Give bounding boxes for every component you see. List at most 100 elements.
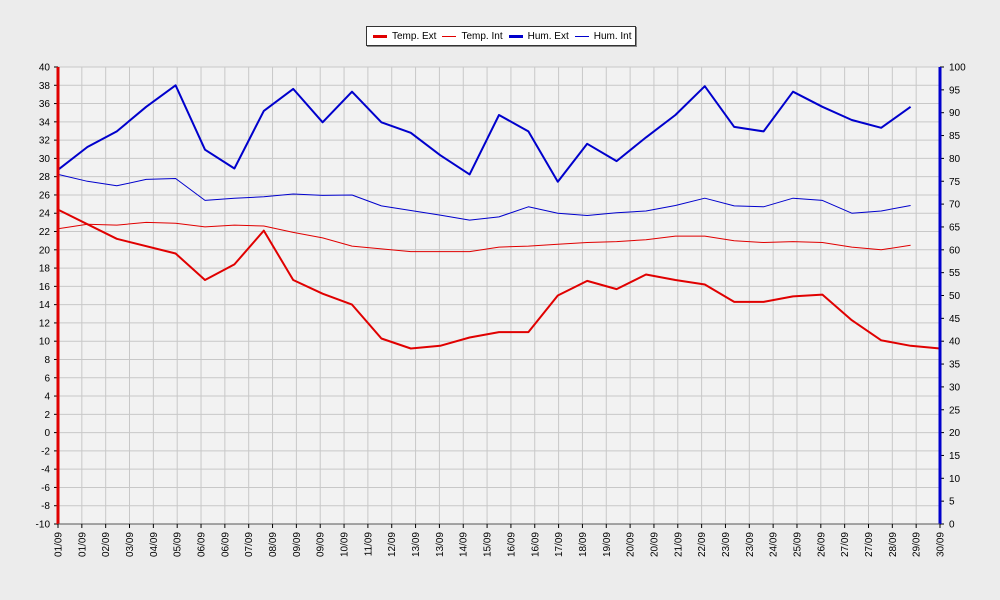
y-left-tick-label: 36: [39, 99, 51, 110]
y-left-tick-label: 18: [39, 264, 51, 275]
legend-label: Temp. Int: [461, 30, 503, 42]
y-left-tick-label: 14: [39, 300, 51, 311]
legend-item: Hum. Int: [574, 30, 632, 42]
x-tick-label: 29/09: [912, 532, 923, 557]
x-tick-label: 06/09: [197, 532, 208, 557]
y-left-tick-label: 10: [39, 337, 51, 348]
y-axis-right-labels: 1009590858075706560555045403530252015105…: [949, 63, 966, 531]
x-tick-label: 25/09: [792, 532, 803, 557]
x-tick-label: 24/09: [769, 532, 780, 557]
y-left-tick-label: -2: [41, 446, 50, 457]
y-left-tick-label: 0: [44, 428, 50, 439]
series-lines: [57, 84, 941, 350]
y-left-tick-label: 6: [44, 373, 50, 384]
x-tick-label: 28/09: [888, 532, 899, 557]
y-left-tick-label: 20: [39, 245, 51, 256]
y-right-tick-label: 10: [949, 474, 961, 485]
legend-item: Hum. Ext: [508, 30, 569, 42]
y-left-tick-label: 28: [39, 172, 51, 183]
y-right-tick-label: 45: [949, 314, 961, 325]
legend-label: Hum. Int: [593, 30, 632, 42]
y-left-tick-label: -8: [41, 501, 50, 512]
y-left-tick-label: 12: [39, 318, 51, 329]
y-right-tick-label: 80: [949, 154, 961, 165]
y-left-tick-label: 2: [44, 410, 50, 421]
y-right-tick-label: 5: [949, 497, 955, 508]
x-tick-label: 20/09: [649, 532, 660, 557]
x-tick-label: 17/09: [554, 532, 565, 557]
legend-label: Hum. Ext: [527, 30, 569, 42]
legend-item: Temp. Ext: [373, 31, 436, 42]
x-tick-label: 26/09: [816, 532, 827, 557]
y-right-tick-label: 100: [949, 63, 966, 74]
y-left-tick-label: -4: [41, 465, 50, 476]
series-line: [57, 208, 941, 350]
x-tick-label: 30/09: [936, 532, 947, 557]
series-line: [57, 84, 912, 183]
series-line: [57, 173, 911, 221]
series-line: [57, 221, 911, 253]
x-tick-label: 21/09: [673, 532, 684, 557]
y-left-tick-label: -10: [36, 520, 51, 531]
x-tick-label: 16/09: [506, 532, 517, 557]
x-tick-label: 27/09: [840, 532, 851, 557]
x-tick-label: 15/09: [483, 532, 494, 557]
x-tick-label: 16/09: [530, 532, 541, 557]
x-tick-label: 09/09: [292, 532, 303, 557]
y-axis-left-labels: 4038363432302826242220181614121086420-2-…: [36, 63, 51, 531]
y-left-tick-label: 16: [39, 282, 51, 293]
x-tick-label: 06/09: [220, 532, 231, 557]
x-tick-label: 19/09: [602, 532, 613, 557]
y-right-tick-label: 25: [949, 405, 961, 416]
y-left-tick-label: 40: [39, 63, 51, 74]
y-right-tick-label: 70: [949, 200, 961, 211]
x-tick-label: 27/09: [864, 532, 875, 557]
y-right-tick-label: 95: [949, 85, 961, 96]
x-tick-label: 20/09: [626, 532, 637, 557]
y-right-tick-label: 60: [949, 245, 961, 256]
x-tick-label: 13/09: [435, 532, 446, 557]
x-tick-label: 11/09: [363, 532, 374, 557]
y-right-tick-label: 35: [949, 360, 961, 371]
y-left-tick-label: 8: [44, 355, 50, 366]
legend: Temp. Ext Temp. Int Hum. Ext Hum. Int: [366, 26, 636, 46]
y-right-tick-label: 20: [949, 428, 961, 439]
x-tick-label: 03/09: [125, 532, 136, 557]
y-right-tick-label: 30: [949, 382, 961, 393]
legend-label: Temp. Ext: [392, 30, 437, 42]
y-right-tick-label: 90: [949, 108, 961, 119]
legend-swatch: [508, 34, 523, 38]
y-left-tick-label: 22: [39, 227, 51, 238]
x-tick-label: 13/09: [411, 532, 422, 557]
y-right-tick-label: 75: [949, 177, 961, 188]
x-tick-label: 23/09: [721, 532, 732, 557]
x-tick-label: 02/09: [101, 532, 112, 557]
legend-swatch: [373, 34, 387, 38]
x-tick-label: 04/09: [149, 532, 160, 557]
axes: [54, 66, 944, 528]
x-tick-label: 01/09: [77, 532, 88, 557]
y-right-tick-label: 15: [949, 451, 961, 462]
x-axis-labels: 01/09 01/09 02/09 03/09 04/09 05/09 06/09 06/09…: [54, 532, 947, 557]
y-left-tick-label: 26: [39, 190, 51, 201]
y-left-tick-label: 34: [39, 117, 51, 128]
grid: [57, 66, 941, 525]
y-left-tick-label: 4: [44, 392, 50, 403]
legend-swatch: [574, 35, 589, 37]
y-left-tick-label: 38: [39, 81, 51, 92]
legend-swatch: [442, 35, 457, 37]
x-tick-label: 07/09: [244, 532, 255, 557]
y-right-tick-label: 50: [949, 291, 961, 302]
x-tick-label: 09/09: [316, 532, 327, 557]
x-tick-label: 01/09: [54, 532, 65, 557]
x-tick-label: 08/09: [268, 532, 279, 557]
x-tick-label: 10/09: [340, 532, 351, 557]
y-left-tick-label: 30: [39, 154, 51, 165]
y-right-tick-label: 65: [949, 222, 961, 233]
x-tick-label: 18/09: [578, 532, 589, 557]
y-right-tick-label: 0: [949, 520, 955, 531]
y-right-tick-label: 40: [949, 337, 961, 348]
y-left-tick-label: 32: [39, 136, 51, 147]
x-tick-label: 05/09: [173, 532, 184, 557]
